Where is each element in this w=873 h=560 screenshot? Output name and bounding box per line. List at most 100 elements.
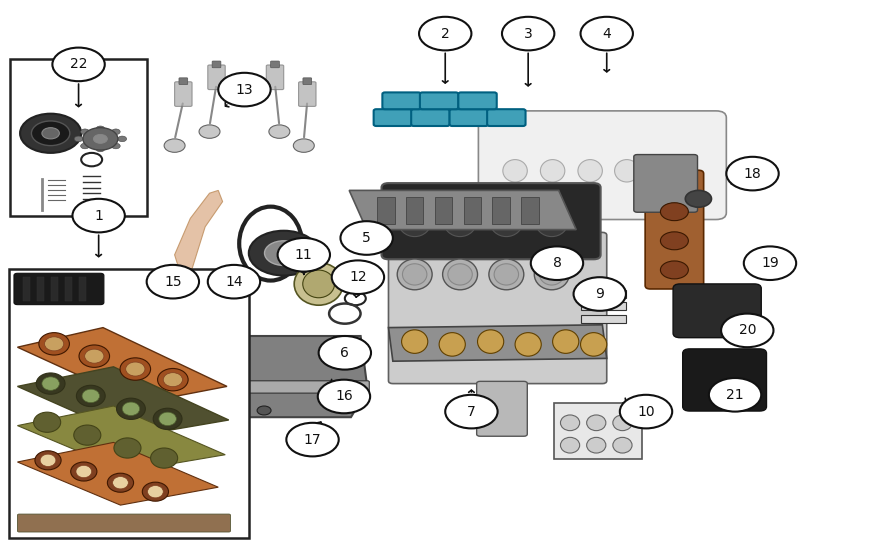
Ellipse shape xyxy=(38,333,70,355)
Bar xyxy=(581,290,626,298)
Ellipse shape xyxy=(85,349,104,363)
Text: 2: 2 xyxy=(441,27,450,41)
Text: 18: 18 xyxy=(744,167,761,180)
Text: 16: 16 xyxy=(335,390,353,403)
Ellipse shape xyxy=(151,448,178,468)
Bar xyxy=(79,277,86,301)
Circle shape xyxy=(208,265,260,298)
Circle shape xyxy=(74,136,83,142)
FancyBboxPatch shape xyxy=(271,61,279,68)
Ellipse shape xyxy=(35,451,61,470)
Text: 13: 13 xyxy=(236,83,253,97)
Polygon shape xyxy=(175,190,223,269)
Bar xyxy=(37,277,44,301)
FancyBboxPatch shape xyxy=(645,170,704,289)
Circle shape xyxy=(31,121,70,146)
Ellipse shape xyxy=(148,486,163,498)
Ellipse shape xyxy=(74,425,101,445)
Circle shape xyxy=(709,378,761,412)
Bar xyxy=(23,277,30,301)
Circle shape xyxy=(265,241,303,265)
Circle shape xyxy=(286,423,339,456)
Bar xyxy=(435,197,452,224)
Text: 15: 15 xyxy=(164,275,182,289)
Bar xyxy=(65,277,72,301)
Ellipse shape xyxy=(615,160,639,182)
FancyBboxPatch shape xyxy=(420,92,458,109)
Circle shape xyxy=(249,231,319,276)
FancyBboxPatch shape xyxy=(374,109,412,126)
FancyBboxPatch shape xyxy=(179,78,188,85)
Circle shape xyxy=(112,143,120,149)
Ellipse shape xyxy=(142,482,168,501)
Text: 12: 12 xyxy=(349,270,367,284)
Bar xyxy=(554,403,642,459)
Ellipse shape xyxy=(159,412,176,426)
FancyBboxPatch shape xyxy=(382,92,421,109)
Ellipse shape xyxy=(448,264,472,285)
FancyBboxPatch shape xyxy=(477,381,527,436)
Circle shape xyxy=(293,139,314,152)
FancyBboxPatch shape xyxy=(303,78,312,85)
Ellipse shape xyxy=(397,259,432,290)
Text: 7: 7 xyxy=(467,404,476,419)
Polygon shape xyxy=(17,442,218,505)
Bar xyxy=(377,197,395,224)
Ellipse shape xyxy=(503,160,527,182)
Circle shape xyxy=(218,73,271,106)
Ellipse shape xyxy=(107,473,134,492)
Ellipse shape xyxy=(535,206,568,236)
Ellipse shape xyxy=(402,264,427,285)
FancyBboxPatch shape xyxy=(17,514,230,532)
Circle shape xyxy=(96,146,105,152)
Ellipse shape xyxy=(540,264,564,285)
FancyBboxPatch shape xyxy=(458,92,497,109)
Circle shape xyxy=(147,265,199,298)
Ellipse shape xyxy=(42,377,59,390)
Text: 10: 10 xyxy=(637,404,655,419)
Circle shape xyxy=(445,395,498,428)
Ellipse shape xyxy=(76,465,92,478)
Ellipse shape xyxy=(581,333,607,356)
Circle shape xyxy=(118,136,127,142)
FancyBboxPatch shape xyxy=(388,232,607,384)
Ellipse shape xyxy=(515,333,541,356)
Circle shape xyxy=(660,261,688,279)
Ellipse shape xyxy=(478,330,504,353)
Circle shape xyxy=(318,380,370,413)
Ellipse shape xyxy=(122,402,140,416)
Ellipse shape xyxy=(587,437,606,453)
Bar xyxy=(406,197,423,224)
Text: 20: 20 xyxy=(739,324,756,337)
Circle shape xyxy=(660,232,688,250)
Text: 19: 19 xyxy=(761,256,779,270)
Bar xyxy=(10,59,147,216)
Bar xyxy=(464,197,481,224)
Polygon shape xyxy=(17,406,225,472)
Text: 11: 11 xyxy=(295,248,313,262)
Ellipse shape xyxy=(443,259,478,290)
Ellipse shape xyxy=(71,462,97,481)
Circle shape xyxy=(332,260,384,294)
Text: 1: 1 xyxy=(94,209,103,223)
Bar xyxy=(9,269,249,538)
Ellipse shape xyxy=(303,270,334,298)
Circle shape xyxy=(258,406,271,415)
Text: 6: 6 xyxy=(340,346,349,360)
Circle shape xyxy=(278,238,330,272)
Ellipse shape xyxy=(652,160,677,182)
Ellipse shape xyxy=(494,264,519,285)
Bar xyxy=(581,315,626,323)
Circle shape xyxy=(620,395,672,428)
FancyBboxPatch shape xyxy=(208,65,225,90)
Ellipse shape xyxy=(560,415,580,431)
Text: 14: 14 xyxy=(225,275,243,289)
Circle shape xyxy=(269,125,290,138)
FancyBboxPatch shape xyxy=(175,82,192,106)
Polygon shape xyxy=(17,328,227,403)
Ellipse shape xyxy=(398,206,431,236)
FancyBboxPatch shape xyxy=(478,111,726,220)
Circle shape xyxy=(721,314,773,347)
Text: 17: 17 xyxy=(304,432,321,447)
Circle shape xyxy=(80,129,89,134)
